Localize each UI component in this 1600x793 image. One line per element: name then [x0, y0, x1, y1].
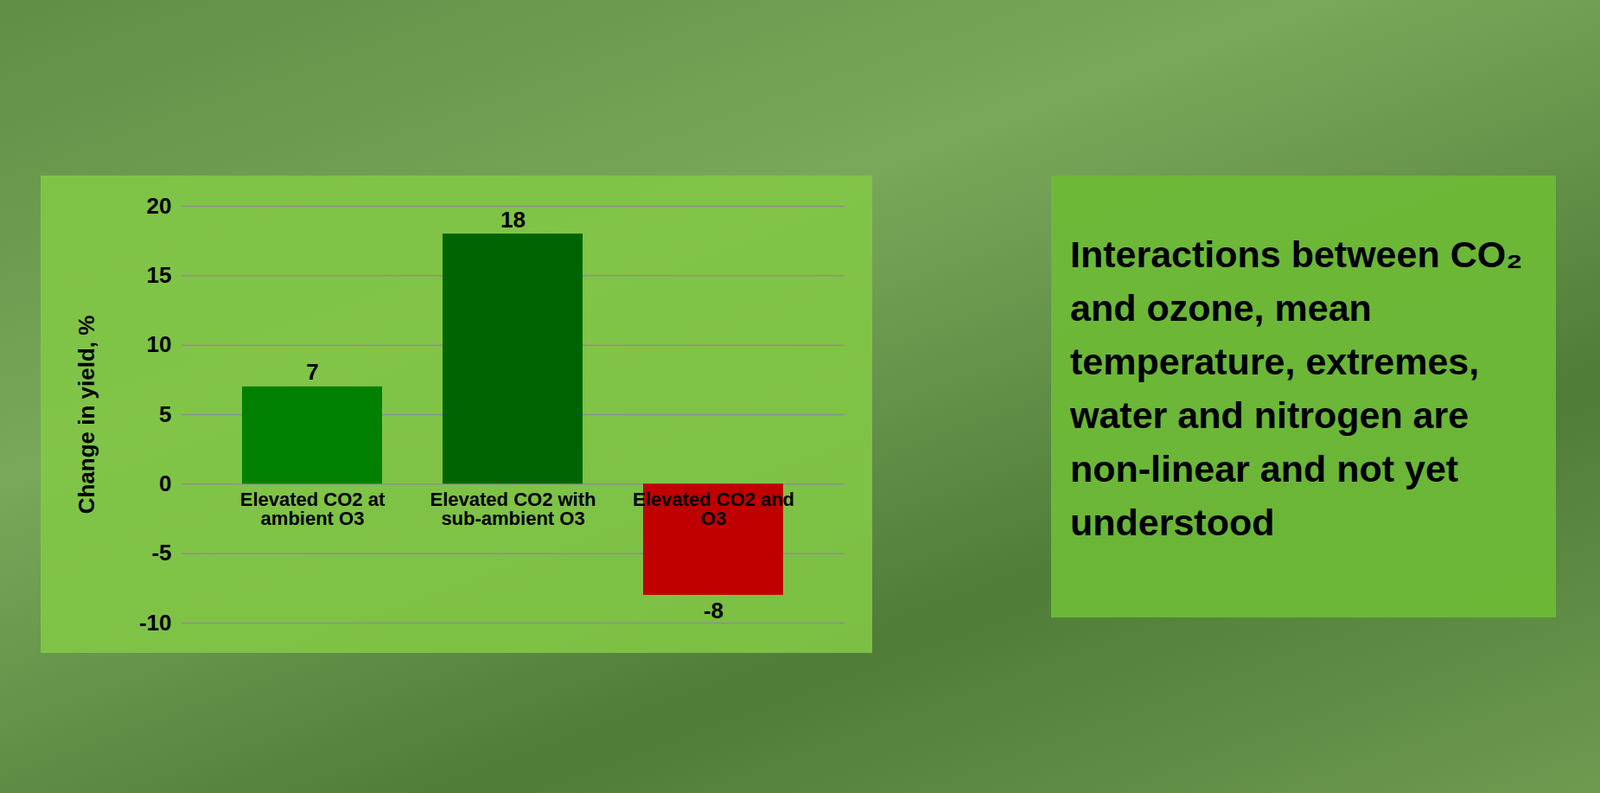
svg-text:10: 10 — [146, 331, 173, 357]
svg-text:Elevated CO2 withsub-ambient O: Elevated CO2 withsub-ambient O3 — [430, 488, 597, 530]
svg-text:-8: -8 — [703, 597, 724, 624]
svg-text:7: 7 — [305, 358, 319, 385]
svg-text:5: 5 — [159, 401, 172, 428]
svg-text:-5: -5 — [151, 539, 172, 566]
svg-text:Change in yield, %: Change in yield, % — [73, 315, 100, 515]
html-text:Interactions between CO₂ and o: Interactions between CO₂ and ozone, mean… — [1070, 233, 1523, 543]
svg-text:0: 0 — [159, 470, 172, 497]
svg-text:Elevated CO2 atambient O3: Elevated CO2 atambient O3 — [240, 488, 386, 530]
svg-text:15: 15 — [146, 261, 173, 288]
svg-text:-10: -10 — [139, 609, 173, 636]
svg-text:Elevated CO2 andO3: Elevated CO2 andO3 — [632, 488, 795, 530]
svg-text:18: 18 — [500, 206, 526, 233]
svg-text:20: 20 — [146, 192, 173, 219]
